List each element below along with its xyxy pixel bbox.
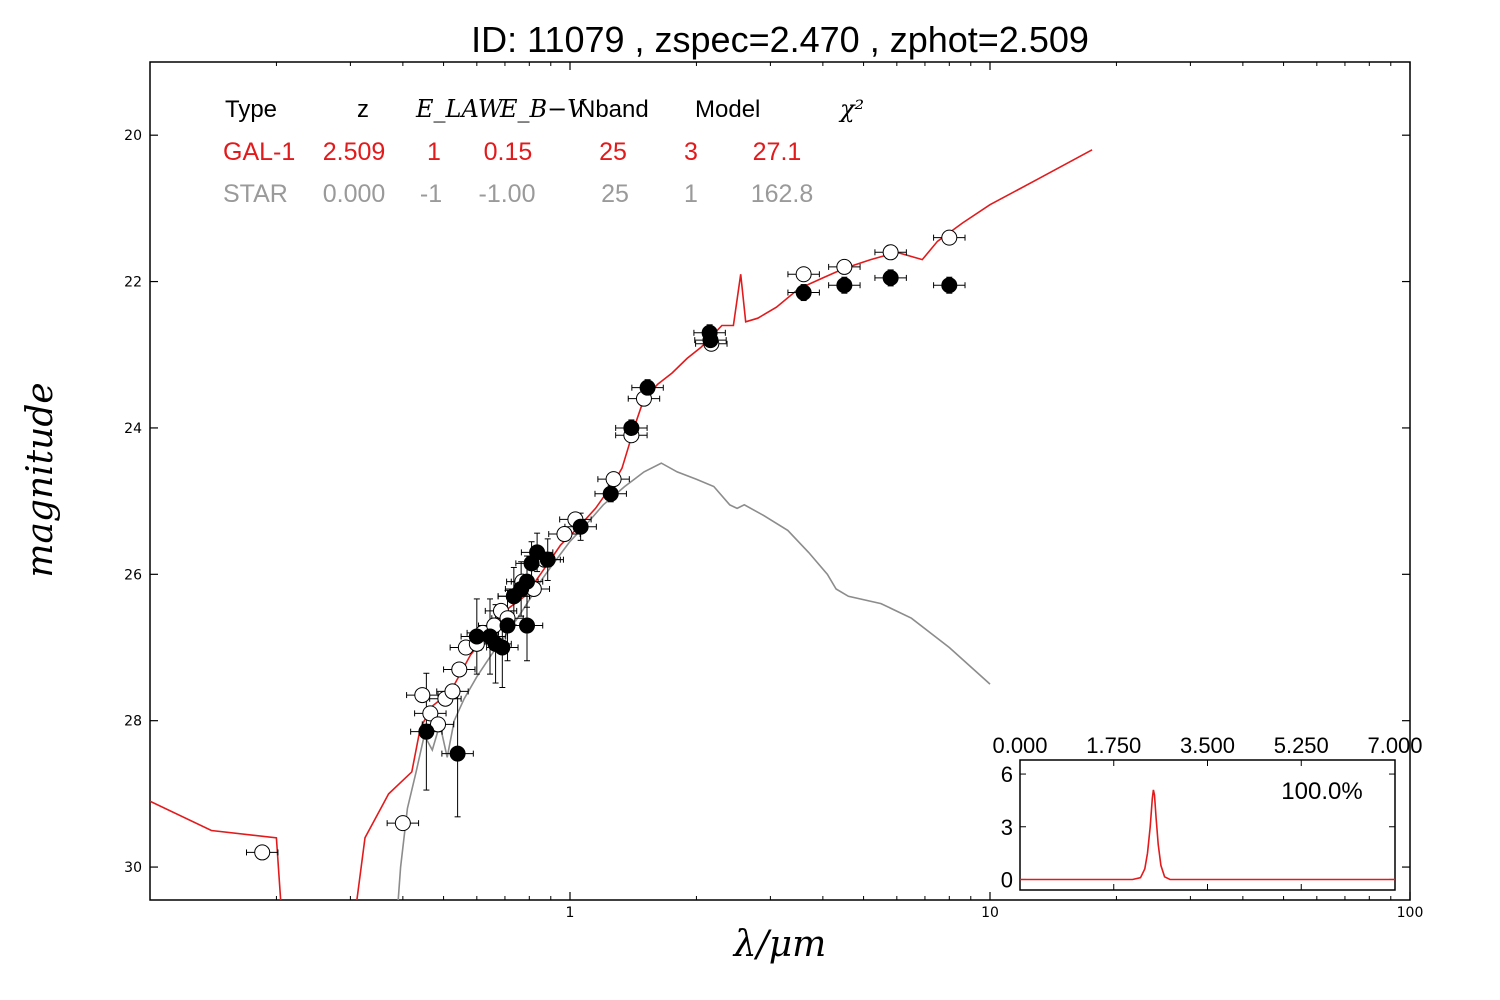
legend-row-star: STAR 0.000 -1 -1.00 25 1 162.8 (223, 180, 813, 208)
legend-star-chi2: 162.8 (751, 180, 814, 208)
y-tick-label: 24 (124, 421, 142, 437)
legend-star-z: 0.000 (323, 180, 386, 208)
model-point (605, 471, 622, 488)
model-point (414, 687, 431, 704)
model-point (836, 258, 853, 275)
model-point (430, 716, 447, 733)
legend-star-type: STAR (223, 180, 288, 208)
model-point (882, 244, 899, 261)
legend-star-model: 1 (684, 180, 698, 208)
inset-frame (1019, 759, 1396, 891)
pdz-inset: 100.0% 0.000 1.750 3.500 5.250 7.000 0 3 6 (992, 733, 1422, 892)
observed-point (702, 332, 719, 349)
legend-galaxy-elaw: 1 (427, 138, 441, 166)
observed-point (795, 284, 812, 301)
legend-galaxy-ebv: 0.15 (484, 138, 533, 166)
legend-header-model: Model (695, 96, 760, 123)
legend-star-nband: 25 (601, 180, 629, 208)
observed-point (623, 419, 640, 436)
legend-header-nband: Nband (578, 96, 649, 123)
observed-point (882, 269, 899, 286)
chart-title: ID: 11079 , zspec=2.470 , zphot=2.509 (471, 19, 1089, 60)
legend-galaxy-type: GAL-1 (223, 138, 295, 166)
legend-star-ebv: -1.00 (479, 180, 536, 208)
legend-row-galaxy: GAL-1 2.509 1 0.15 25 3 27.1 (223, 138, 801, 166)
star-model-curve (397, 462, 991, 900)
y-axis-label: magnitude (20, 382, 61, 577)
legend-table: Type z E_LAW E_B−V Nband Model χ² GAL-1 … (223, 95, 864, 208)
galaxy-model-curve (150, 149, 1093, 900)
observed-point (494, 639, 511, 656)
model-point (422, 705, 439, 722)
inset-percentage: 100.0% (1281, 778, 1362, 805)
inset-x-tick-label: 1.750 (1086, 733, 1141, 758)
model-point (941, 229, 958, 246)
observed-point (449, 745, 466, 762)
observed-point (941, 277, 958, 294)
legend-galaxy-chi2: 27.1 (753, 138, 802, 166)
inset-plot: 0.000 1.750 3.500 5.250 7.000 0 3 6 (992, 733, 1422, 892)
x-axis-label: λ/μm (732, 924, 826, 965)
observed-point (836, 277, 853, 294)
model-point (444, 683, 461, 700)
y-tick-label: 30 (124, 860, 142, 876)
inset-y-tick-label: 0 (1001, 867, 1013, 892)
pdz-curve (1020, 789, 1395, 881)
y-tick-label: 28 (124, 714, 142, 730)
x-tick-label: 1 (566, 905, 575, 921)
legend-header-chi2: χ² (838, 95, 864, 123)
x-tick-label: 100 (1397, 905, 1424, 921)
model-point (795, 266, 812, 283)
legend-header-ebv: E_B−V (499, 95, 587, 123)
y-tick-label: 22 (124, 275, 142, 291)
legend-header-z: z (357, 96, 369, 123)
legend-header-elaw: E_LAW (415, 95, 505, 123)
legend-galaxy-nband: 25 (599, 138, 627, 166)
model-point (254, 844, 271, 861)
observed-point (572, 518, 589, 535)
legend-galaxy-model: 3 (684, 138, 698, 166)
x-tick-label: 10 (981, 905, 999, 921)
inset-y-tick-label: 3 (1001, 815, 1013, 840)
observed-point (519, 617, 536, 634)
observed-point (418, 723, 435, 740)
inset-x-tick-label: 3.500 (1180, 733, 1235, 758)
inset-x-tick-label: 7.000 (1367, 733, 1422, 758)
inset-x-tick-label: 0.000 (992, 733, 1047, 758)
observed-point (639, 379, 656, 396)
legend-star-elaw: -1 (420, 180, 442, 208)
observed-point (539, 551, 556, 568)
model-point (451, 661, 468, 678)
legend-galaxy-z: 2.509 (323, 138, 386, 166)
inset-y-tick-label: 6 (1001, 762, 1013, 787)
legend-header-type: Type (225, 96, 277, 123)
observed-point (519, 573, 536, 590)
model-point (556, 526, 573, 543)
inset-x-tick-label: 5.250 (1274, 733, 1329, 758)
observed-point (602, 485, 619, 502)
y-tick-label: 26 (124, 567, 142, 583)
observed-point (499, 617, 516, 634)
model-point (394, 815, 411, 832)
y-tick-label: 20 (124, 128, 142, 144)
plot-frame (149, 61, 1411, 901)
